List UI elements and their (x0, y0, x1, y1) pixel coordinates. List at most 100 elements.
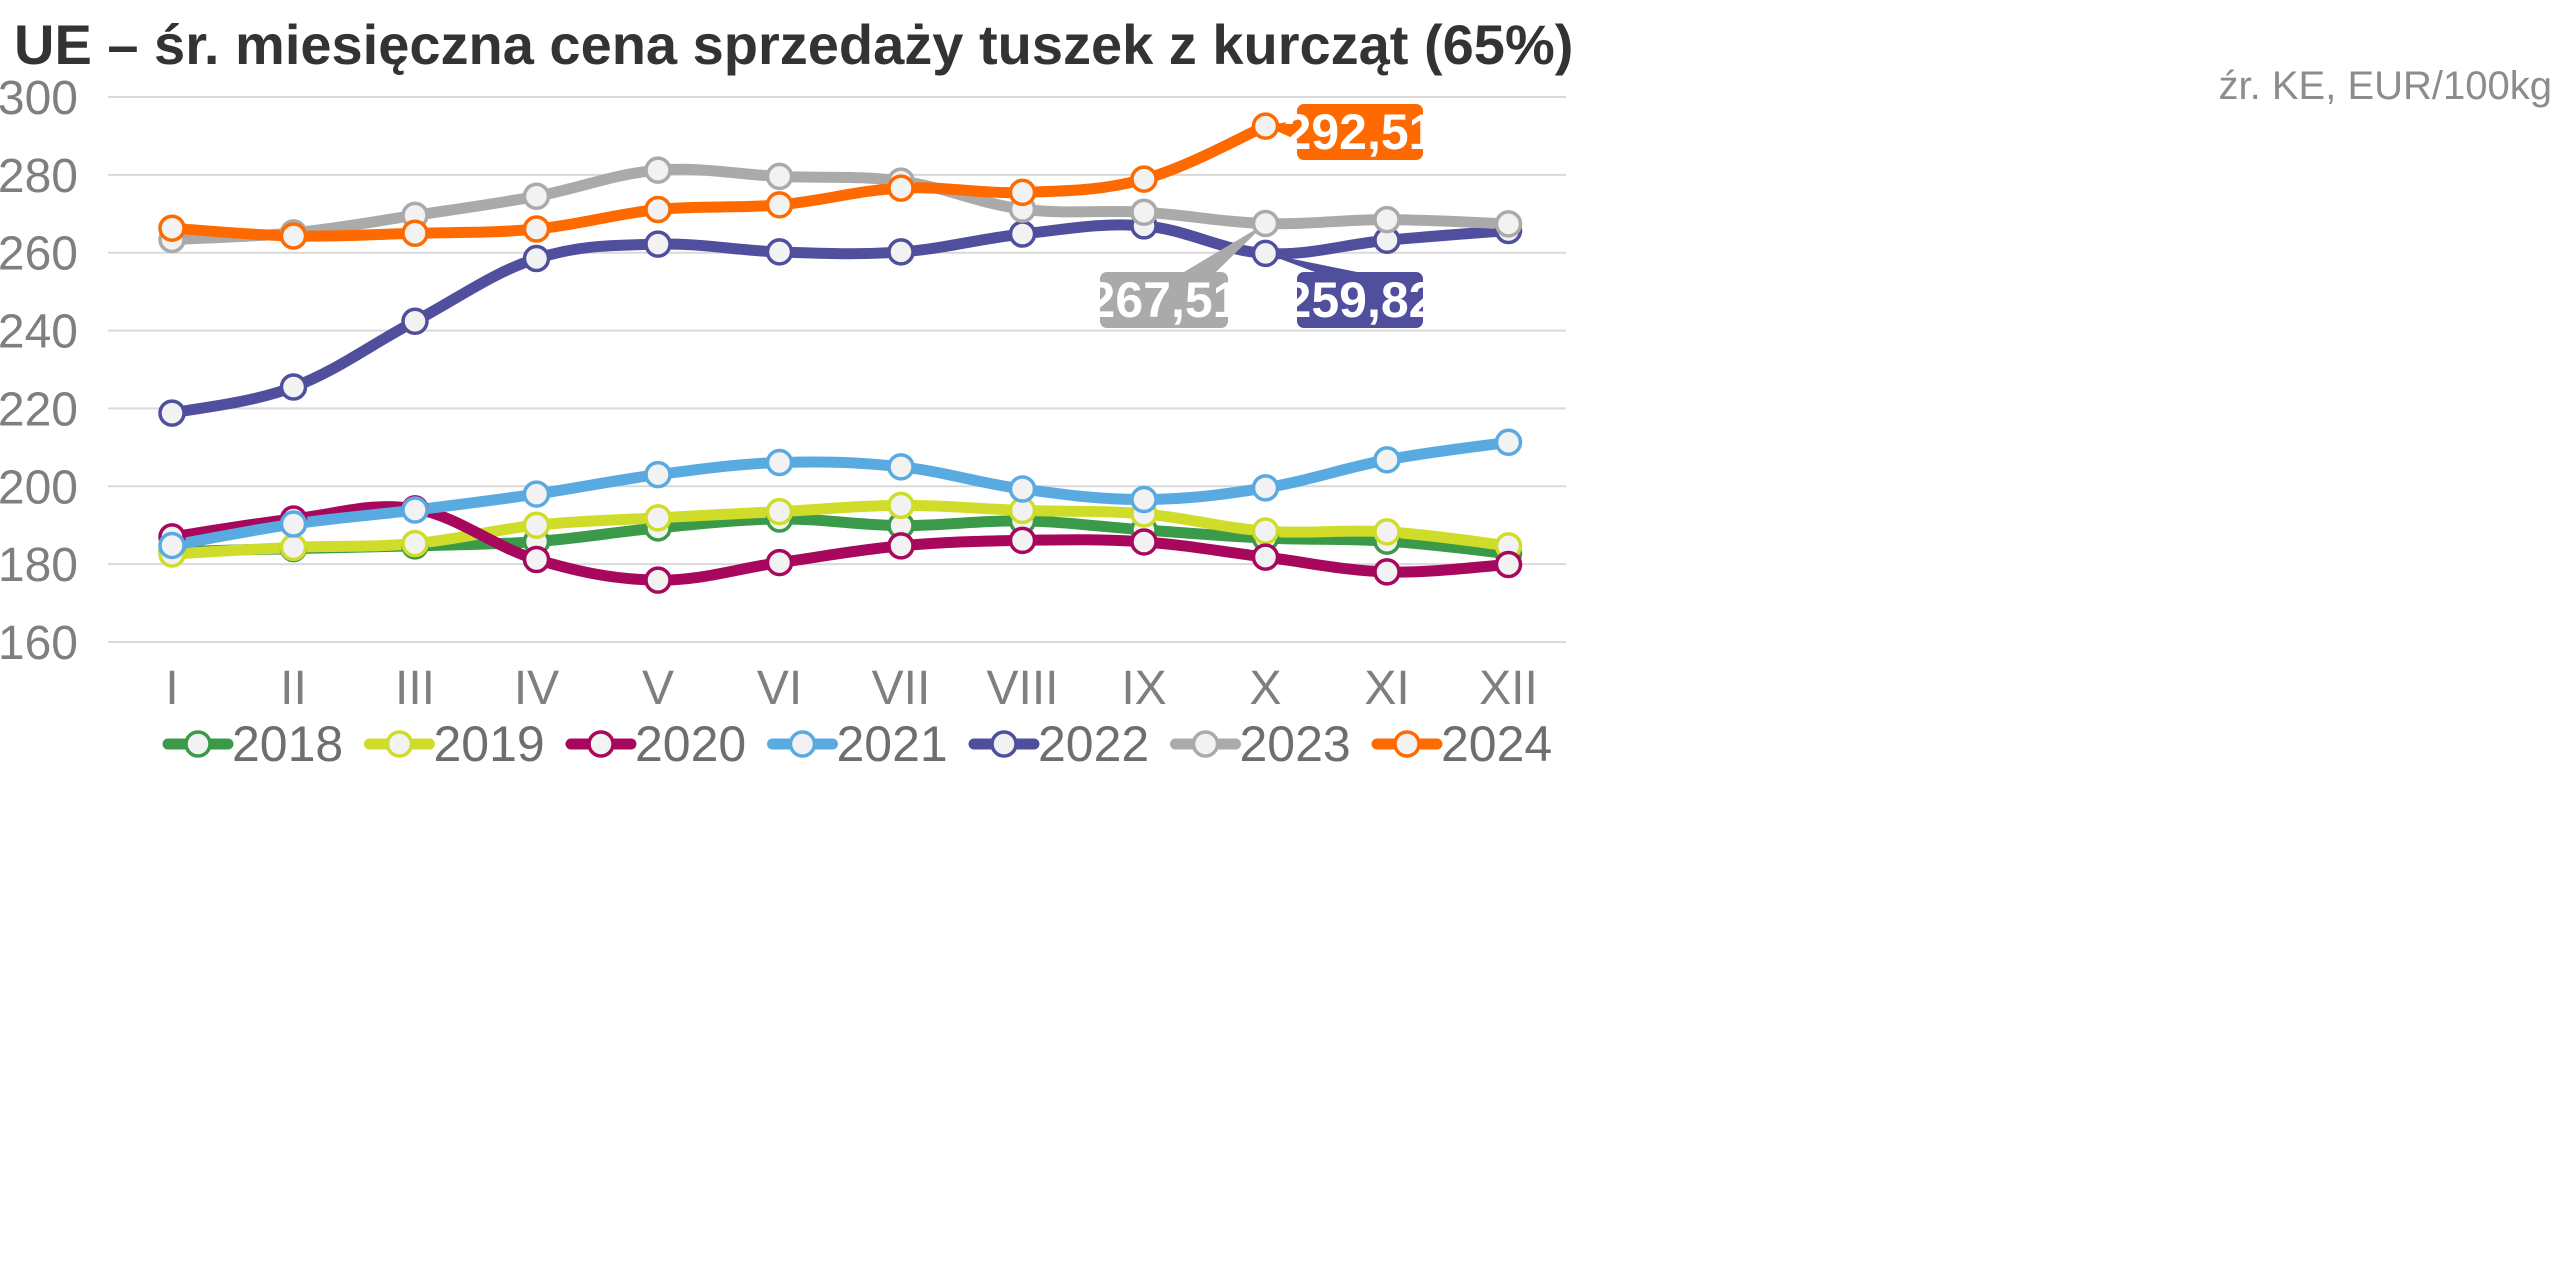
data-point-2021 (765, 448, 794, 477)
data-point-2019 (765, 497, 794, 526)
data-point-2023 (522, 182, 551, 211)
callout-box-2022 (1297, 272, 1423, 328)
x-tick-label: V (642, 662, 674, 715)
data-point-2024 (158, 214, 186, 242)
data-point-2021 (1373, 446, 1401, 474)
data-point-2021 (887, 453, 915, 481)
data-label-2022: 259,82 (1284, 272, 1437, 328)
y-tick-label: 260 (0, 228, 78, 281)
legend-marker (385, 730, 414, 758)
data-point-2023 (765, 162, 794, 191)
series-lines (166, 120, 1514, 586)
data-point-2020 (644, 566, 672, 594)
legend-marker (1191, 730, 1220, 758)
legend-item-2019: 2019 (364, 716, 545, 772)
data-point-2024 (644, 195, 672, 224)
y-axis-ticks: 160 180 200 220 240 260 280 300 (0, 72, 78, 670)
legend-item-2024: 2024 (1371, 716, 1552, 772)
legend-label: 2022 (1038, 716, 1149, 772)
data-point-2022 (522, 244, 551, 273)
callout-connector-2022 (1265, 253, 1357, 272)
data-point-2022 (1251, 239, 1280, 268)
data-point-2024 (1008, 178, 1037, 207)
data-point-2022 (887, 238, 915, 266)
callouts: 292,51 267,51 259,82 (1088, 104, 1437, 328)
data-point-2020 (1373, 558, 1401, 586)
callout-connector-2023 (1184, 223, 1266, 272)
data-point-2019 (279, 533, 308, 562)
data-point-2020 (1494, 550, 1523, 579)
x-tick-label: IV (514, 662, 559, 715)
data-point-2022 (644, 230, 672, 258)
legend-item-2021: 2021 (767, 716, 948, 772)
y-tick-label: 180 (0, 539, 78, 592)
legend-marker (1393, 730, 1421, 758)
data-point-2020 (887, 532, 915, 560)
legend-marker (990, 730, 1018, 758)
data-label-2024: 292,51 (1284, 104, 1437, 160)
data-point-2020 (1251, 543, 1280, 571)
y-tick-label: 200 (0, 461, 78, 514)
legend-label: 2019 (434, 716, 545, 772)
x-tick-label: X (1249, 662, 1281, 715)
data-point-2021 (1008, 475, 1037, 503)
legend-label: 2020 (635, 716, 746, 772)
data-point-2024 (522, 215, 551, 243)
data-point-2020 (765, 548, 794, 577)
data-point-2024 (1130, 165, 1158, 193)
data-point-2020 (1130, 528, 1158, 556)
data-point-2024 (279, 222, 308, 250)
legend-item-2022: 2022 (968, 716, 1149, 772)
series-line-2019 (166, 499, 1514, 560)
legend-label: 2021 (837, 716, 948, 772)
data-point-2019 (644, 504, 672, 532)
data-point-2024 (401, 219, 429, 247)
data-point-2022 (765, 238, 794, 266)
x-tick-label: III (395, 662, 435, 715)
callout-box-2023 (1100, 272, 1228, 328)
data-point-2020 (522, 545, 551, 574)
x-tick-label: II (280, 662, 307, 715)
data-point-2021 (1251, 474, 1280, 502)
x-tick-label: VII (872, 662, 931, 715)
data-point-2022 (279, 373, 308, 401)
legend-label: 2023 (1240, 716, 1351, 772)
data-point-2019 (522, 511, 551, 539)
x-tick-label: XI (1364, 662, 1409, 715)
data-point-2021 (522, 480, 551, 508)
series-line-2023 (166, 163, 1514, 245)
y-tick-label: 160 (0, 617, 78, 670)
data-point-2021 (644, 460, 672, 489)
series-line-2021 (166, 436, 1514, 551)
legend-item-2020: 2020 (565, 716, 746, 772)
data-point-2019 (1251, 517, 1280, 545)
x-tick-label: XII (1479, 662, 1538, 715)
legend-label: 2024 (1441, 716, 1552, 772)
data-label-2023: 267,51 (1088, 272, 1241, 328)
data-point-2019 (887, 491, 915, 520)
data-point-2021 (279, 510, 308, 538)
data-point-2024 (1251, 112, 1280, 140)
data-point-2021 (158, 531, 186, 560)
legend-item-2018: 2018 (162, 716, 343, 772)
data-point-2023 (644, 156, 672, 184)
chart-source: źr. KE, EUR/100kg (2218, 64, 2552, 108)
y-tick-label: 300 (0, 72, 78, 125)
data-point-2021 (401, 496, 429, 524)
y-tick-label: 240 (0, 306, 78, 359)
legend-marker (587, 730, 615, 758)
data-point-2023 (1494, 210, 1523, 238)
data-point-2024 (887, 174, 915, 202)
chart-title: UE – śr. miesięczna cena sprzedaży tusze… (14, 13, 1574, 76)
series-line-2024 (166, 120, 1271, 242)
data-point-2023 (1373, 205, 1401, 234)
y-tick-label: 280 (0, 150, 78, 203)
data-point-2021 (1130, 485, 1158, 514)
y-tick-label: 220 (0, 383, 78, 436)
x-tick-label: VIII (986, 662, 1058, 715)
data-point-2021 (1494, 428, 1523, 457)
legend-marker (788, 730, 817, 758)
data-point-2019 (1373, 518, 1401, 546)
callout-box-2024 (1297, 104, 1423, 160)
data-point-2020 (1008, 526, 1037, 555)
